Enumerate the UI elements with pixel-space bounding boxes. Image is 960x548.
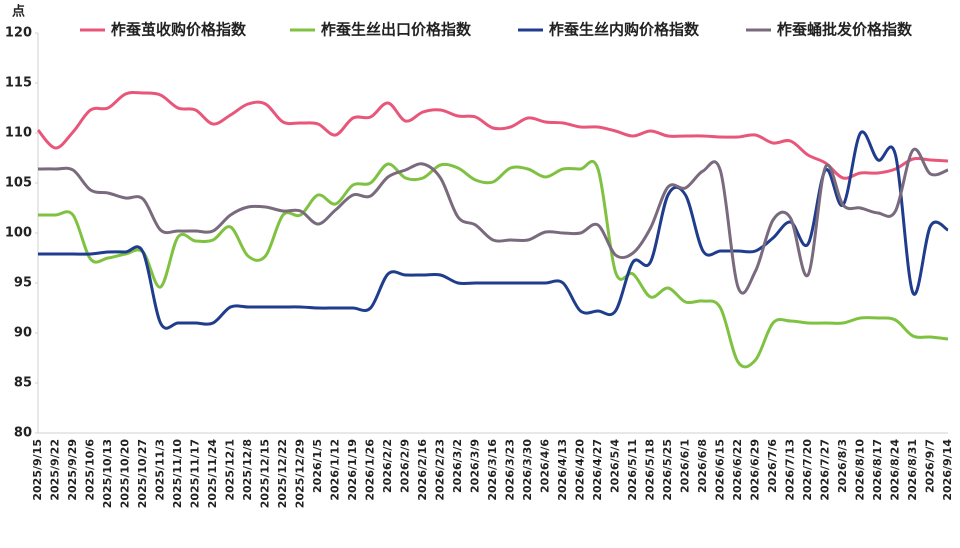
x-tick-label: 2026/9/7 [924, 439, 937, 493]
x-tick-label: 2025/10/6 [84, 439, 97, 501]
x-tick-label: 2025/9/15 [31, 439, 44, 501]
x-tick-label: 2025/12/15 [259, 439, 272, 508]
x-tick-label: 2026/3/9 [469, 439, 482, 493]
x-tick-label: 2026/8/10 [854, 439, 867, 501]
series-line [36, 91, 949, 180]
x-tick-label: 2026/3/2 [451, 439, 464, 493]
x-tick-label: 2026/1/12 [329, 439, 342, 501]
x-tick-label: 2026/8/3 [836, 439, 849, 493]
x-tick-label: 2026/9/14 [941, 439, 954, 501]
y-tick-label: 110 [5, 126, 32, 141]
x-tick-label: 2026/4/13 [556, 439, 569, 501]
y-tick-label: 105 [5, 176, 32, 191]
x-tick-label: 2026/6/8 [696, 439, 709, 493]
series-line [38, 130, 949, 330]
legend-label: 柞蚕茧收购价格指数 [111, 21, 247, 39]
x-tick-label: 2025/10/20 [119, 439, 132, 509]
x-tick-label: 2026/6/1 [679, 439, 692, 493]
x-tick-label: 2025/12/1 [224, 439, 237, 501]
x-tick-label: 2026/2/16 [416, 439, 429, 501]
y-tick-label: 90 [14, 326, 32, 341]
x-tick-label: 2026/4/27 [591, 439, 604, 501]
x-tick-label: 2026/2/2 [381, 439, 394, 493]
y-axis-label: 点 [12, 4, 25, 20]
y-tick-label: 100 [5, 226, 32, 241]
y-tick-label: 95 [14, 276, 32, 291]
x-tick-label: 2026/7/20 [801, 439, 814, 501]
x-tick-label: 2026/5/4 [609, 439, 622, 493]
x-tick-label: 2026/3/23 [504, 439, 517, 501]
x-tick-label: 2026/6/29 [749, 439, 762, 501]
legend-label: 柞蚕蛹批发价格指数 [777, 21, 913, 39]
legend-label: 柞蚕生丝出口价格指数 [321, 21, 472, 39]
series-line [37, 147, 949, 295]
y-tick-label: 80 [14, 426, 32, 441]
x-tick-label: 2025/9/29 [66, 439, 79, 501]
x-tick-label: 2026/8/24 [889, 439, 902, 501]
series-line [38, 159, 949, 369]
x-tick-label: 2025/10/27 [136, 439, 149, 508]
x-tick-label: 2025/12/8 [241, 439, 254, 501]
x-tick-label: 2025/12/22 [276, 439, 289, 508]
x-tick-label: 2026/6/22 [731, 439, 744, 501]
x-tick-label: 2025/11/10 [171, 439, 184, 509]
x-tick-label: 2026/1/19 [346, 439, 359, 501]
x-tick-label: 2026/5/11 [626, 439, 639, 501]
x-tick-label: 2026/1/5 [311, 439, 324, 493]
x-tick-label: 2026/4/20 [574, 439, 587, 501]
x-tick-label: 2026/7/27 [819, 439, 832, 501]
x-tick-label: 2025/11/24 [206, 439, 219, 509]
x-tick-label: 2026/3/30 [521, 439, 534, 501]
x-tick-label: 2025/10/13 [101, 439, 114, 508]
y-tick-label: 120 [5, 26, 32, 41]
x-tick-label: 2025/12/29 [294, 439, 307, 508]
x-tick-label: 2025/11/17 [189, 439, 202, 508]
x-tick-label: 2026/2/23 [434, 439, 447, 501]
x-tick-label: 2026/7/13 [784, 439, 797, 501]
x-tick-label: 2025/11/3 [154, 439, 167, 501]
x-tick-label: 2026/7/6 [766, 439, 779, 493]
legend-label: 柞蚕生丝内购价格指数 [549, 21, 700, 39]
x-tick-label: 2026/1/26 [364, 439, 377, 501]
y-tick-label: 85 [14, 376, 32, 391]
x-tick-label: 2026/5/25 [661, 439, 674, 501]
x-tick-label: 2026/2/9 [399, 439, 412, 493]
x-tick-label: 2026/8/31 [906, 439, 919, 501]
y-tick-label: 115 [5, 76, 32, 91]
x-tick-label: 2025/9/22 [49, 439, 62, 501]
x-tick-label: 2026/6/15 [714, 439, 727, 501]
x-tick-label: 2026/3/16 [486, 439, 499, 501]
x-tick-label: 2026/4/6 [539, 439, 552, 493]
x-tick-label: 2026/8/17 [871, 439, 884, 501]
x-tick-label: 2026/5/18 [644, 439, 657, 501]
